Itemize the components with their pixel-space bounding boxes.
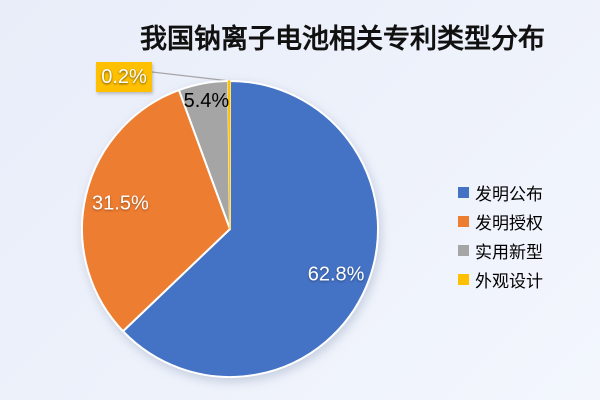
pie-slices-group bbox=[81, 80, 379, 378]
legend-label: 实用新型 bbox=[475, 243, 543, 262]
legend-swatch-icon bbox=[458, 216, 469, 227]
legend-item-1: 发明公布 bbox=[458, 178, 543, 207]
callout-leader-line bbox=[151, 71, 226, 82]
legend-label: 发明公布 bbox=[475, 185, 543, 204]
chart-title: 我国钠离子电池相关专利类型分布 bbox=[140, 24, 545, 54]
legend-swatch-icon bbox=[458, 187, 469, 198]
legend-item-3: 实用新型 bbox=[458, 236, 543, 265]
legend-item-2: 发明授权 bbox=[458, 207, 543, 236]
pie-slice-label-2: 31.5% bbox=[92, 193, 149, 215]
pie-slice-label-3: 5.4% bbox=[184, 90, 230, 112]
legend-swatch-icon bbox=[458, 274, 469, 285]
pie-slice-1 bbox=[121, 80, 379, 378]
pie-slice-4 bbox=[227, 80, 231, 230]
legend: 发明公布发明授权实用新型外观设计 bbox=[458, 178, 543, 294]
legend-item-4: 外观设计 bbox=[458, 265, 543, 294]
legend-swatch-icon bbox=[458, 245, 469, 256]
legend-label: 外观设计 bbox=[475, 272, 543, 291]
pie-slice-2 bbox=[81, 89, 231, 333]
callout-label-design: 0.2% bbox=[96, 62, 152, 92]
pie-slice-label-1: 62.8% bbox=[308, 263, 365, 285]
legend-label: 发明授权 bbox=[475, 214, 543, 233]
